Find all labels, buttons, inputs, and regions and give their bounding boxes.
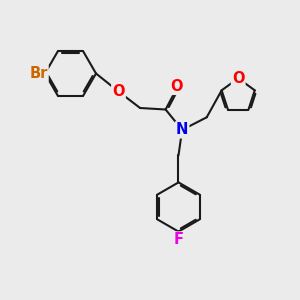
Text: O: O: [171, 79, 183, 94]
Text: N: N: [176, 122, 188, 137]
Text: O: O: [232, 71, 244, 86]
Text: O: O: [112, 84, 125, 99]
Text: Br: Br: [29, 66, 48, 81]
Text: F: F: [173, 232, 184, 247]
